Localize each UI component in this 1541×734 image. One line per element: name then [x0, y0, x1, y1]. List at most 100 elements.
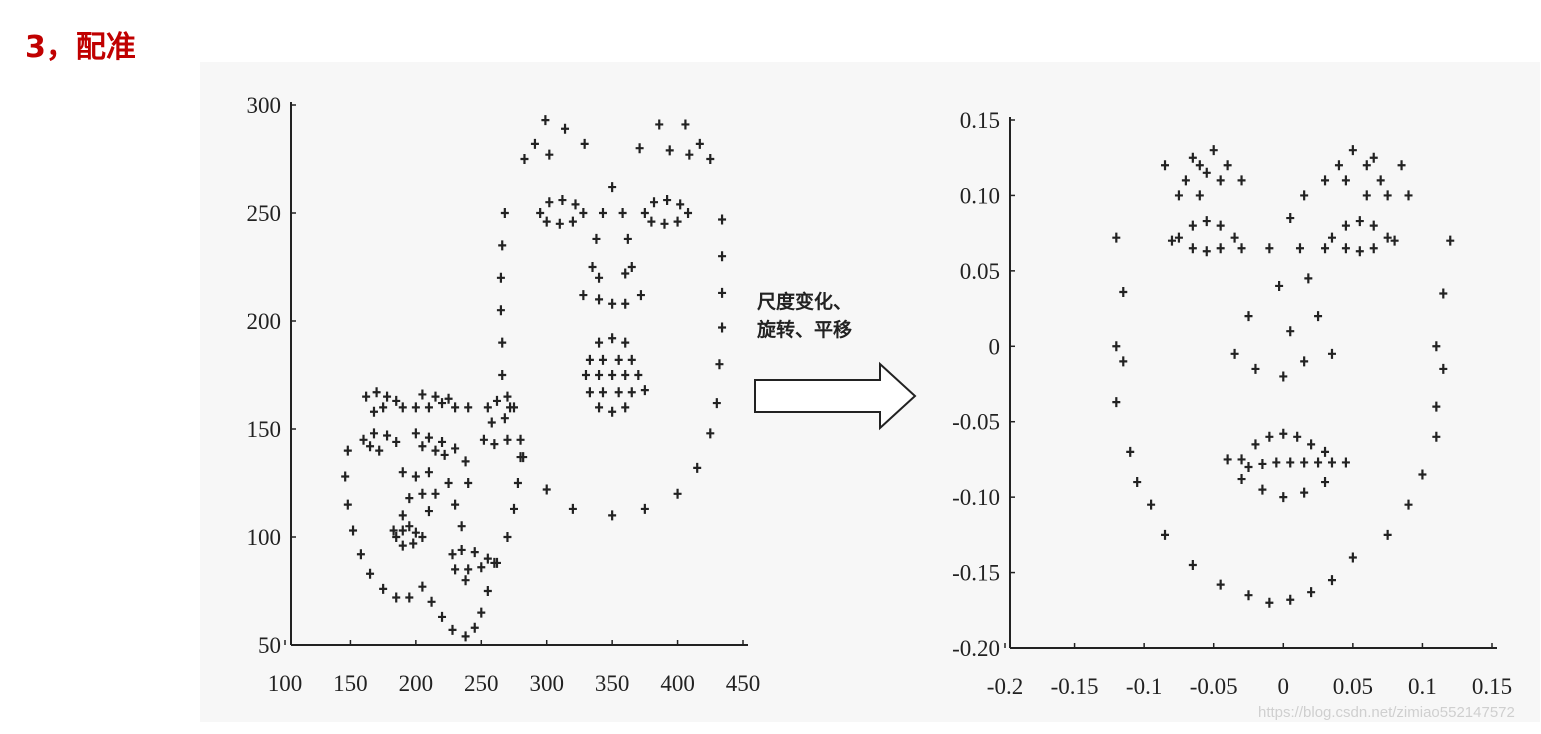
data-point [614, 354, 623, 365]
data-point [510, 402, 518, 413]
data-point [1202, 216, 1211, 227]
data-point [536, 208, 545, 218]
data-point [673, 488, 682, 499]
transform-label: 尺度变化、 旋转、平移 [757, 288, 852, 344]
data-point [1314, 311, 1323, 322]
data-point [1237, 454, 1246, 465]
data-point [1404, 499, 1413, 510]
x-tick-label: -0.05 [1190, 674, 1238, 699]
data-point [542, 216, 551, 227]
data-point [1223, 454, 1232, 465]
data-point [614, 387, 623, 398]
data-point [1439, 288, 1448, 299]
data-point [623, 233, 632, 244]
x-tick-label: -0.2 [987, 674, 1023, 699]
data-point [1244, 461, 1253, 472]
data-point [424, 467, 433, 478]
data-point [461, 456, 470, 467]
data-point [464, 478, 473, 488]
data-point [1321, 243, 1330, 254]
data-point [647, 216, 656, 227]
data-point [496, 272, 505, 283]
data-point [640, 385, 649, 396]
data-point [1300, 356, 1309, 367]
data-point [1439, 363, 1448, 374]
data-point [1112, 341, 1121, 352]
data-point [411, 471, 420, 482]
data-point [405, 521, 414, 532]
x-tick-label: 0.1 [1408, 674, 1437, 699]
data-point [411, 402, 420, 413]
data-point [1265, 597, 1274, 608]
data-point [503, 532, 512, 542]
data-point [1383, 529, 1392, 540]
data-point [1286, 326, 1295, 337]
data-point [1383, 232, 1392, 243]
x-tick-label: 0 [1278, 674, 1290, 699]
data-point [706, 428, 715, 439]
chart-before-registration: 100 150 200 250 300 350 400 450 50 100 150 200 250 30… [247, 93, 761, 696]
data-point [1432, 401, 1441, 412]
data-point [1161, 529, 1170, 540]
data-point [343, 499, 352, 510]
data-point [444, 478, 453, 488]
data-point [448, 624, 457, 635]
data-point [479, 434, 488, 445]
data-point [444, 393, 453, 404]
data-point [1188, 220, 1197, 231]
transform-label-line1: 尺度变化、 [757, 291, 853, 313]
data-point [500, 413, 509, 424]
y-tick-label: 0.10 [960, 183, 1000, 208]
data-point [1216, 175, 1225, 186]
data-point [568, 503, 577, 514]
data-point [1390, 235, 1399, 246]
data-point [608, 370, 617, 380]
data-point [398, 525, 407, 536]
data-point [398, 402, 407, 413]
data-point [1244, 311, 1253, 322]
data-point [1258, 484, 1267, 495]
data-point [715, 359, 724, 370]
data-point [438, 398, 447, 409]
data-point [1327, 457, 1336, 468]
y-tick-label: 0.15 [960, 108, 1000, 133]
data-point [595, 337, 604, 348]
data-point [1272, 457, 1281, 468]
data-point [608, 406, 617, 417]
data-point [409, 538, 418, 549]
data-point [1251, 363, 1260, 374]
data-point [558, 195, 567, 206]
data-point [366, 568, 375, 579]
data-point [1362, 190, 1371, 201]
data-point [1279, 371, 1288, 382]
data-point [461, 631, 470, 642]
data-point [1321, 477, 1330, 488]
data-point [457, 544, 466, 555]
data-point [1355, 216, 1364, 227]
data-point [1251, 439, 1260, 450]
data-point [1341, 175, 1350, 186]
y-tick-label: 250 [247, 201, 282, 226]
y-tick-label: 100 [247, 525, 282, 550]
data-point [718, 287, 727, 298]
data-point [503, 434, 512, 445]
data-point [1188, 243, 1197, 254]
data-point [356, 549, 365, 560]
data-point [1244, 590, 1253, 601]
x-tick-label: 200 [399, 671, 434, 696]
data-point [718, 214, 727, 225]
data-point [1300, 190, 1309, 201]
data-point [451, 499, 460, 510]
data-point [470, 547, 479, 558]
data-point [483, 402, 492, 413]
data-point [1258, 458, 1267, 469]
data-point [520, 154, 529, 164]
data-point [341, 471, 350, 482]
data-point [585, 354, 594, 365]
data-point [660, 218, 669, 229]
data-point [681, 119, 690, 130]
data-point [470, 622, 479, 633]
data-point [1341, 220, 1350, 231]
data-point [595, 294, 604, 305]
